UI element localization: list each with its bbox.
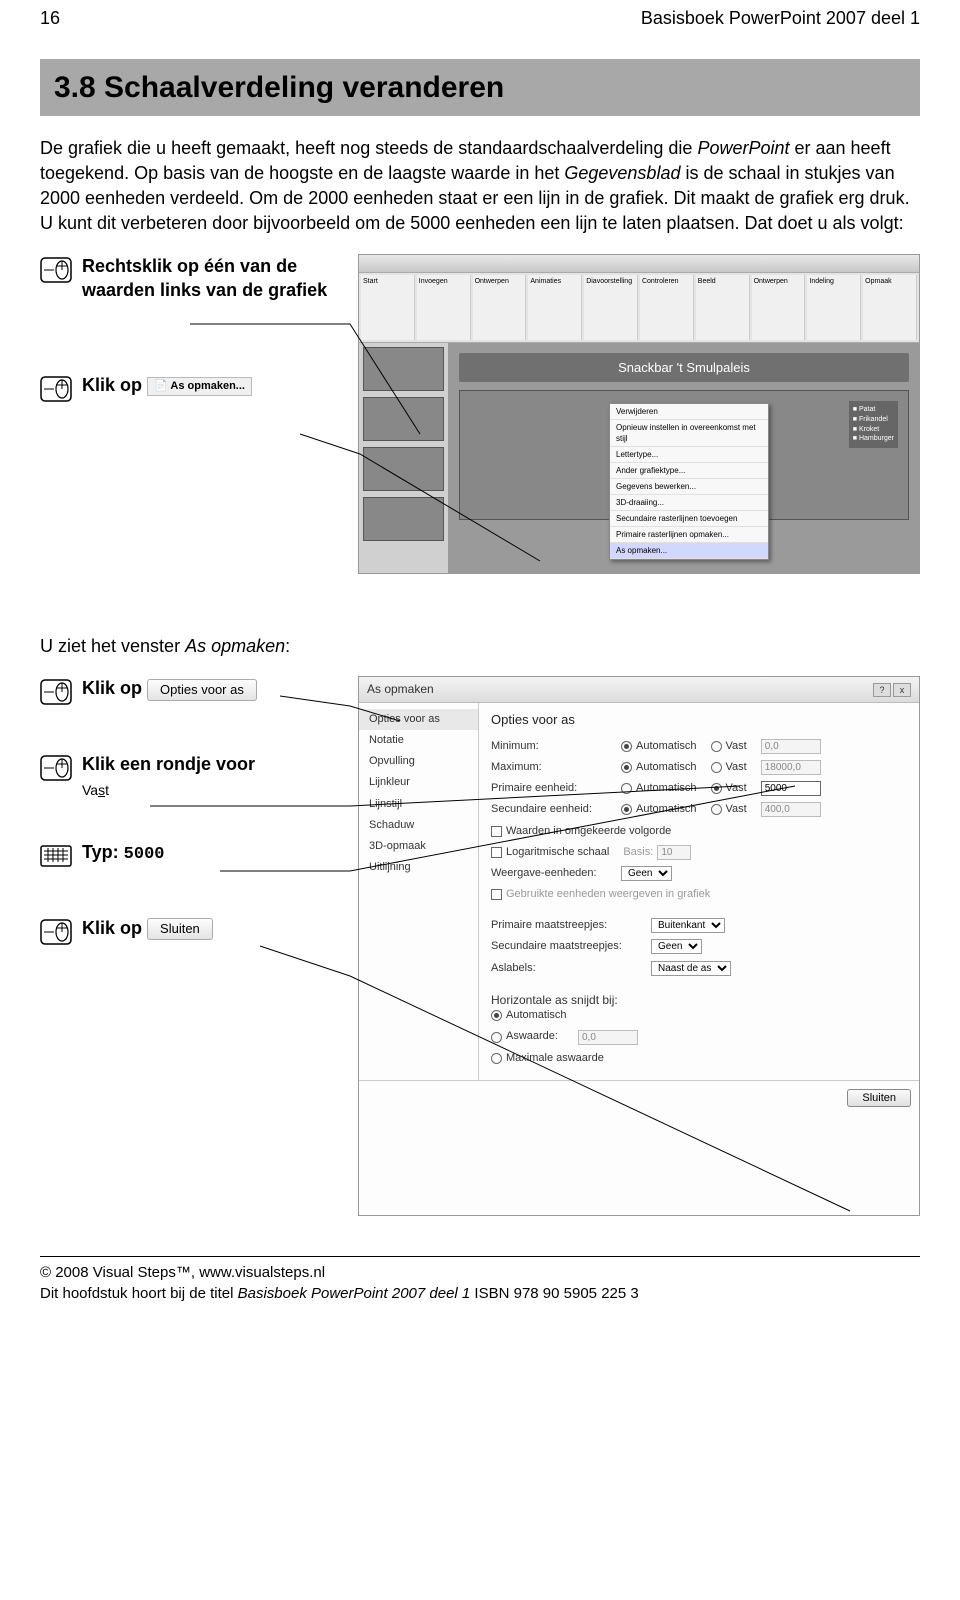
window-buttons[interactable]: ?x xyxy=(871,681,911,698)
prim-label: Primaire eenheid: xyxy=(491,781,621,796)
sec-vast-radio[interactable]: Vast xyxy=(711,802,747,817)
crosses-at-title: Horizontale as snijdt bij: xyxy=(491,992,907,1009)
axis-labels-label: Aslabels: xyxy=(491,961,651,976)
crosses-max-radio[interactable]: Maximale aswaarde xyxy=(491,1051,604,1066)
instruction-text: Klik op Sluiten xyxy=(82,916,340,941)
dialog-sidebar[interactable]: Opties voor as Notatie Opvulling Lijnkle… xyxy=(359,703,479,1080)
opties-voor-as-button-image: Opties voor as xyxy=(147,679,257,701)
prim-field[interactable] xyxy=(761,781,821,796)
mouse-icon xyxy=(40,752,82,788)
log-checkbox[interactable]: Logaritmische schaal xyxy=(491,845,609,860)
sidebar-item[interactable]: Uitlijning xyxy=(359,857,478,878)
body-paragraph: De grafiek die u heeft gemaakt, heeft no… xyxy=(40,136,920,235)
crosses-auto-radio[interactable]: Automatisch xyxy=(491,1008,567,1023)
basis-field[interactable] xyxy=(657,845,691,860)
sidebar-item[interactable]: Schaduw xyxy=(359,815,478,836)
prim-auto-radio[interactable]: Automatisch xyxy=(621,781,697,796)
page-number: 16 xyxy=(40,6,60,31)
sec-ticks-select[interactable]: Geen xyxy=(651,939,702,954)
context-menu[interactable]: Verwijderen Opnieuw instellen in overeen… xyxy=(609,403,769,560)
panel-title: Opties voor as xyxy=(491,711,907,729)
max-vast-radio[interactable]: Vast xyxy=(711,760,747,775)
sidebar-item[interactable]: Notatie xyxy=(359,730,478,751)
slide-title: Snackbar 't Smulpaleis xyxy=(459,353,909,383)
max-field[interactable] xyxy=(761,760,821,775)
page-footer: © 2008 Visual Steps™, www.visualsteps.nl… xyxy=(40,1256,920,1304)
as-opmaken-dialog: As opmaken ?x Opties voor as Notatie Opv… xyxy=(358,676,920,1216)
min-label: Minimum: xyxy=(491,739,621,754)
crosses-value-radio[interactable]: Aswaarde: xyxy=(491,1029,558,1044)
min-auto-radio[interactable]: Automatisch xyxy=(621,739,697,754)
intermediate-text: U ziet het venster As opmaken: xyxy=(40,634,920,659)
show-units-checkbox[interactable]: Gebruikte eenheden weergeven in grafiek xyxy=(491,887,710,902)
chart-legend: Patat Frikandel Kroket Hamburger xyxy=(849,401,898,448)
sidebar-item[interactable]: Opties voor as xyxy=(359,709,478,730)
format-axis-menuitem-image: 📄 As opmaken... xyxy=(147,377,252,396)
basis-label: Basis: xyxy=(623,845,653,860)
mouse-icon xyxy=(40,676,82,712)
instruction-text: Klik op Opties voor as xyxy=(82,676,340,701)
powerpoint-screenshot: StartInvoegenOntwerpenAnimatiesDiavoorst… xyxy=(358,254,920,574)
sidebar-item[interactable]: Lijnkleur xyxy=(359,772,478,793)
sluiten-button[interactable]: Sluiten xyxy=(847,1089,911,1107)
dialog-title: As opmaken xyxy=(367,681,434,698)
sidebar-item[interactable]: Lijnstijl xyxy=(359,794,478,815)
prim-ticks-select[interactable]: Buitenkant xyxy=(651,918,725,933)
sec-ticks-label: Secundaire maatstreepjes: xyxy=(491,939,651,954)
sluiten-button-image: Sluiten xyxy=(147,918,213,940)
instruction-text: Rechtsklik op één van de waarden links v… xyxy=(82,254,340,304)
display-units-select[interactable]: Geen xyxy=(621,866,672,881)
as-opmaken-item[interactable]: As opmaken... xyxy=(610,543,768,559)
prim-vast-radio[interactable]: Vast xyxy=(711,781,747,796)
instruction-text: Typ: 5000 xyxy=(82,840,340,866)
display-units-label: Weergave-eenheden: xyxy=(491,866,621,881)
crosses-value-field[interactable] xyxy=(578,1030,638,1045)
sidebar-item[interactable]: 3D-opmaak xyxy=(359,836,478,857)
axis-labels-select[interactable]: Naast de as xyxy=(651,961,731,976)
min-vast-radio[interactable]: Vast xyxy=(711,739,747,754)
reverse-checkbox[interactable]: Waarden in omgekeerde volgorde xyxy=(491,824,671,839)
mouse-icon xyxy=(40,254,82,290)
sec-label: Secundaire eenheid: xyxy=(491,802,621,817)
mouse-icon xyxy=(40,916,82,952)
keyboard-icon xyxy=(40,840,82,876)
mouse-icon xyxy=(40,373,82,409)
max-auto-radio[interactable]: Automatisch xyxy=(621,760,697,775)
section-title: 3.8 Schaalverdeling veranderen xyxy=(40,59,920,116)
header-title: Basisboek PowerPoint 2007 deel 1 xyxy=(641,6,920,31)
instruction-text: Klik op 📄 As opmaken... xyxy=(82,373,340,398)
sidebar-item[interactable]: Opvulling xyxy=(359,751,478,772)
min-field[interactable] xyxy=(761,739,821,754)
prim-ticks-label: Primaire maatstreepjes: xyxy=(491,918,651,933)
sec-field[interactable] xyxy=(761,802,821,817)
instruction-text: Klik een rondje voor Vast xyxy=(82,752,340,800)
sec-auto-radio[interactable]: Automatisch xyxy=(621,802,697,817)
max-label: Maximum: xyxy=(491,760,621,775)
